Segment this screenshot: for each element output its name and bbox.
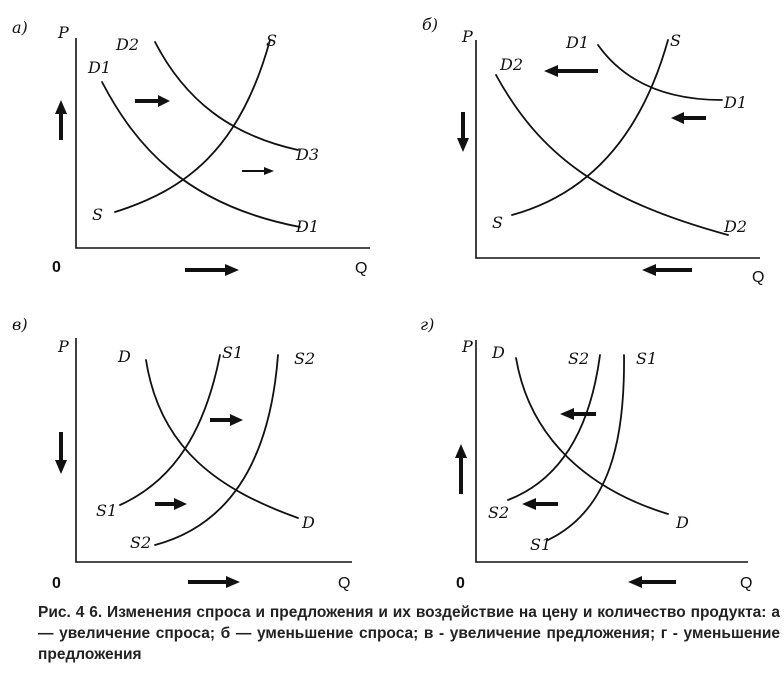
panel-v: в) P 0 Q D D S1 S2 S1 S2 — [12, 315, 352, 592]
panel-v-label-d: D — [117, 347, 131, 366]
panel-v-label-s2: S2 — [130, 533, 151, 552]
panel-b-price-down-arrow — [457, 112, 469, 152]
panel-g-demand-d — [515, 357, 669, 515]
panel-b-shift-arrow-upper — [544, 65, 598, 77]
panel-b-demand-d1 — [597, 44, 723, 101]
panel-g-label-d: D — [491, 343, 505, 362]
panel-b-demand-d2 — [495, 74, 729, 236]
panel-b-quantity-left-arrow — [642, 264, 692, 276]
panel-a-label-d1-end: D1 — [295, 217, 319, 236]
panel-a-demand-d2 — [154, 41, 299, 151]
panel-v-label-s1: S1 — [96, 501, 117, 520]
panel-g-origin: 0 — [456, 575, 465, 592]
panel-a-label-d1: D1 — [87, 58, 111, 77]
panel-v-label-d-end: D — [301, 513, 315, 532]
panel-g-label-s1: S1 — [530, 535, 551, 554]
panel-a-supply-s — [114, 39, 271, 213]
panel-g-shift-arrow-lower — [522, 498, 558, 510]
panel-g-label-s2: S2 — [488, 503, 509, 522]
panel-a-axes — [75, 38, 370, 249]
panel-v-label-s2-top: S2 — [294, 349, 315, 368]
panel-b-label-s-top: S — [670, 31, 681, 50]
panel-g-shift-arrow-upper — [560, 408, 596, 420]
panel-b-label-d1: D1 — [565, 33, 589, 52]
panel-b-tag: б) — [422, 15, 438, 34]
panel-v-p-label: P — [57, 337, 69, 356]
panel-a-label-d2: D2 — [115, 35, 139, 54]
panel-v-supply-s1 — [119, 354, 221, 506]
panel-g-p-label: P — [461, 337, 473, 356]
panel-a: а) P 0 Q D1 D2 D3 D1 S S — [12, 18, 370, 277]
panel-v-supply-s2 — [154, 354, 279, 546]
panel-v-shift-arrow-upper — [210, 414, 243, 426]
panel-v-q-label: Q — [338, 575, 350, 592]
panel-g-q-label: Q — [740, 575, 752, 592]
panel-g-axes — [475, 340, 748, 563]
panel-g-supply-s2 — [507, 354, 601, 501]
panel-g-supply-s1 — [547, 354, 625, 541]
panel-a-price-up-arrow — [55, 100, 67, 140]
panel-b-p-label: P — [461, 27, 473, 46]
panel-g-label-s2-top: S2 — [568, 349, 589, 368]
panel-v-origin: 0 — [52, 575, 61, 592]
panel-a-q-label: Q — [355, 260, 367, 277]
supply-demand-figure: а) P 0 Q D1 D2 D3 D1 S S б) P Q — [12, 15, 764, 592]
panel-b-q-label: Q — [752, 269, 764, 286]
panel-g-tag: г) — [420, 315, 434, 334]
panel-b-supply-s — [511, 39, 669, 216]
panel-b-label-d1-end: D1 — [723, 93, 747, 112]
panel-b-axes — [475, 40, 760, 259]
panel-b-label-d2: D2 — [499, 55, 523, 74]
panel-v-label-s1-top: S1 — [222, 343, 243, 362]
panel-v-tag: в) — [12, 315, 28, 334]
panel-g-quantity-left-arrow — [628, 576, 676, 588]
panel-g-label-s1-top: S1 — [636, 349, 657, 368]
panel-g-label-d-end: D — [675, 513, 689, 532]
panel-a-shift-arrow-upper — [135, 95, 170, 107]
panel-a-label-d3: D3 — [295, 145, 319, 164]
panel-a-label-s: S — [92, 205, 103, 224]
panel-a-p-label: P — [57, 23, 69, 42]
panel-a-quantity-right-arrow — [185, 264, 239, 276]
panel-v-axes — [75, 338, 352, 563]
panel-b-label-d2-end: D2 — [723, 217, 747, 236]
panel-a-tag: а) — [12, 18, 28, 37]
panel-b: б) P Q D1 D2 D2 D1 S S — [422, 15, 764, 286]
panel-a-demand-d1 — [101, 81, 301, 228]
panel-a-origin: 0 — [52, 259, 61, 276]
panel-v-quantity-right-arrow — [188, 576, 240, 588]
panel-a-shift-arrow-lower — [242, 167, 274, 175]
panel-b-label-s: S — [492, 213, 503, 232]
panel-v-demand-d — [145, 359, 299, 519]
panel-v-shift-arrow-lower — [155, 498, 187, 510]
panel-g: г) P 0 Q D D S2 S1 S2 S1 — [420, 315, 752, 592]
panel-v-price-down-arrow — [55, 432, 67, 474]
panel-g-price-up-arrow — [455, 444, 467, 494]
figure-caption: Рис. 4 6. Изменения спроса и предложения… — [38, 604, 780, 663]
panel-b-shift-arrow-right — [671, 112, 706, 124]
panel-a-label-s-top: S — [266, 31, 277, 50]
